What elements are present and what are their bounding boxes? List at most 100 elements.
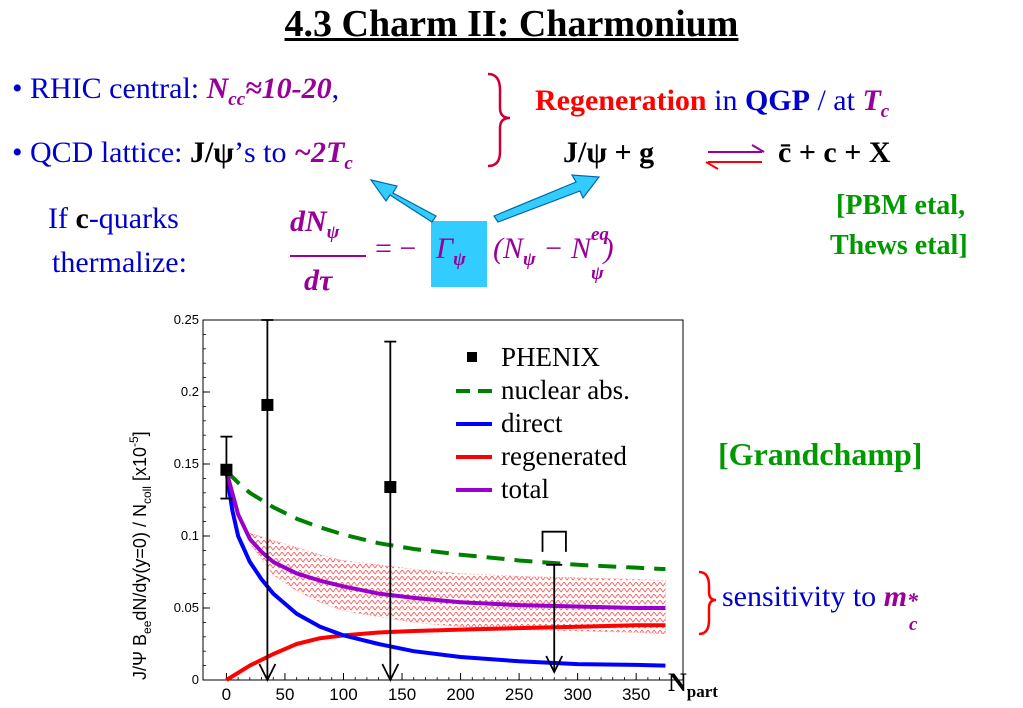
- if-c-quarks: If c-quarks: [48, 202, 179, 236]
- y-tick-label: 0.25: [174, 312, 199, 327]
- ref-grandchamp: [Grandchamp]: [718, 436, 923, 472]
- series-line-total: [224, 470, 666, 610]
- jpsi-bold: J/ψ: [189, 136, 234, 169]
- eq-denominator: dτ: [304, 264, 333, 297]
- legend-label: regenerated: [501, 441, 627, 471]
- y-tick-label: 0.1: [181, 528, 199, 543]
- regen-t: T: [862, 84, 881, 117]
- mass-sub: c: [909, 614, 918, 635]
- legend-marker-phenix: [467, 352, 477, 362]
- x-tick-label: 150: [388, 685, 416, 704]
- band-group: [249, 532, 666, 635]
- y-tick-label: 0.2: [181, 384, 199, 399]
- reaction-left: J/ψ + g: [563, 136, 655, 169]
- y-tick-label: 0: [192, 672, 199, 687]
- legend-label: direct: [501, 408, 563, 438]
- tc-subscript: c: [344, 153, 353, 174]
- quarks-word: -quarks: [88, 202, 179, 235]
- ncc-symbol: N: [206, 72, 229, 105]
- error-arrow: [258, 663, 277, 683]
- equilibrium-arrows-icon: [705, 144, 765, 170]
- eq-dn: dN: [290, 205, 327, 238]
- mass-m: m: [883, 580, 908, 613]
- phenix-point: [220, 463, 233, 476]
- sensitivity-label: sensitivity to m * c: [722, 580, 923, 635]
- brace-sensitivity: [698, 570, 717, 636]
- eq-sub-psi: ψ: [590, 263, 604, 284]
- tc-value: ~2T: [293, 136, 345, 169]
- ylabel-mid: dN/dy(y=0) / N: [130, 504, 150, 621]
- plot-frame: [202, 319, 684, 681]
- eq-gamma-symbol: Γ: [436, 232, 454, 265]
- upper-limit-arrow: [545, 655, 564, 675]
- ylabel-main: J/Ψ B: [130, 634, 150, 680]
- bullet-qcd-label: • QCD lattice:: [12, 136, 190, 169]
- reaction-right: c̄ + c + X: [778, 136, 891, 169]
- series-line-direct: [224, 470, 666, 668]
- legend-label: total: [501, 474, 549, 504]
- slide-title: 4.3 Charm II: Charmonium: [284, 3, 739, 45]
- regen-in: in: [706, 84, 745, 117]
- cyan-arrow-left: [369, 179, 437, 223]
- bullet-qcd: • QCD lattice: J/ψ’s to ~2Tc: [12, 136, 353, 175]
- ncc-subscript: cc: [228, 89, 246, 110]
- legend-label: nuclear abs.: [501, 375, 630, 405]
- npart-n: N: [668, 668, 687, 697]
- phenix-group: [220, 319, 567, 683]
- eq-paren-n: (N: [493, 232, 523, 265]
- ref-thews: Thews etal]: [830, 230, 968, 261]
- x-tick-label: 200: [446, 685, 474, 704]
- ylabel-exp: -5: [127, 436, 141, 447]
- if-word: If: [48, 202, 76, 235]
- charmonium-chart: 0 0.05 0.1 0.15 0.2 0.25 0 50 100 150 200 250 300 350…: [127, 312, 684, 704]
- eq-gamma-sub: ψ: [453, 249, 466, 270]
- eq-sup-eq: eq: [590, 224, 609, 245]
- error-arrow: [381, 663, 400, 683]
- y-tick-label: 0.15: [174, 456, 199, 471]
- bullet-rhic: • RHIC central: Ncc≈10-20,: [12, 72, 339, 111]
- series-line-nuclear-abs: [225, 469, 666, 572]
- phenix-point: [384, 481, 397, 494]
- y-tick-label: 0.05: [174, 600, 199, 615]
- eq-gamma: Γψ: [436, 232, 466, 271]
- uncertainty-band: [249, 532, 666, 635]
- brace-right-top: [487, 72, 511, 168]
- c-letter: c: [75, 202, 89, 235]
- x-tick-label: 250: [505, 685, 533, 704]
- upper-limit-bracket: [541, 530, 567, 552]
- eq-equals: = −: [375, 232, 417, 265]
- bullet-rhic-label: • RHIC central:: [12, 72, 207, 105]
- ref-pbm: [PBM etal,: [836, 190, 966, 221]
- x-tick-label: 50: [275, 685, 294, 704]
- eq-neq-scripts: eq ψ: [591, 224, 609, 284]
- qgp-word: QGP: [744, 84, 810, 117]
- series-group: [224, 469, 666, 682]
- regeneration-word: Regeneration: [535, 84, 707, 117]
- npart-sub: part: [686, 682, 718, 702]
- ylabel-ee: ee: [140, 620, 154, 634]
- sensitivity-text: sensitivity to: [722, 580, 884, 613]
- gamma-highlight: [431, 221, 487, 287]
- eq-paren-sub: ψ: [523, 249, 536, 270]
- ylabel-coll: coll: [140, 486, 154, 504]
- ylabel-close: ]: [130, 431, 150, 436]
- bullet-qcd-mid: ’s to: [233, 136, 294, 169]
- x-tick-label: 100: [329, 685, 357, 704]
- ylabel-unit: [x10: [130, 447, 150, 486]
- cyan-arrow-right: [493, 174, 601, 223]
- eq-minus-n: − N: [535, 232, 591, 265]
- bullet-rhic-comma: ,: [331, 72, 340, 105]
- legend-label: PHENIX: [501, 342, 600, 372]
- x-tick-label: 300: [563, 685, 591, 704]
- eq-dn-sub: ψ: [326, 222, 340, 243]
- x-tick-label: 0: [222, 685, 231, 704]
- eq-close: ): [603, 232, 614, 265]
- regen-at: / at: [809, 84, 863, 117]
- eq-numerator: dNψ: [290, 205, 339, 244]
- mass-star: *: [907, 588, 919, 613]
- regeneration-line: Regeneration in QGP / at Tc: [535, 84, 889, 123]
- series-line-regenerated: [225, 623, 666, 682]
